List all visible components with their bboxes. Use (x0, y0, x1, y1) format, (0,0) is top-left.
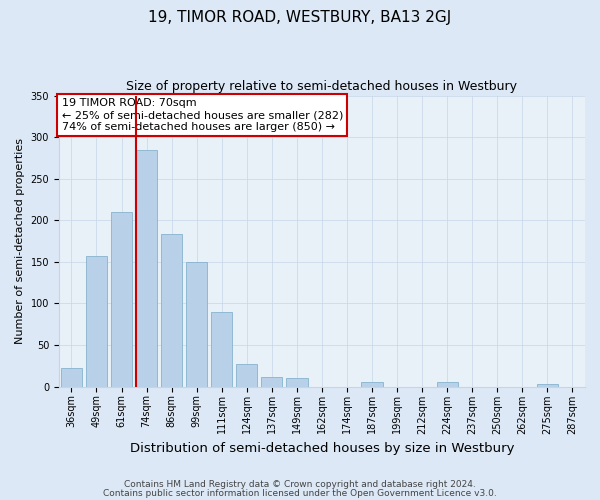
Bar (261, 378, 283, 386)
Bar (437, 382, 458, 386)
Bar (236, 364, 257, 386)
Bar (286, 378, 308, 386)
Title: Size of property relative to semi-detached houses in Westbury: Size of property relative to semi-detach… (127, 80, 517, 93)
Text: 19 TIMOR ROAD: 70sqm
← 25% of semi-detached houses are smaller (282)
74% of semi: 19 TIMOR ROAD: 70sqm ← 25% of semi-detac… (62, 98, 343, 132)
Bar (111, 212, 132, 386)
Text: Contains public sector information licensed under the Open Government Licence v3: Contains public sector information licen… (103, 490, 497, 498)
Y-axis label: Number of semi-detached properties: Number of semi-detached properties (15, 138, 25, 344)
Bar (136, 150, 157, 386)
Bar (186, 262, 208, 386)
Bar (86, 256, 107, 386)
Bar (211, 312, 232, 386)
Bar (61, 368, 82, 386)
Text: Contains HM Land Registry data © Crown copyright and database right 2024.: Contains HM Land Registry data © Crown c… (124, 480, 476, 489)
Bar (537, 384, 558, 386)
Text: 19, TIMOR ROAD, WESTBURY, BA13 2GJ: 19, TIMOR ROAD, WESTBURY, BA13 2GJ (148, 10, 452, 25)
Bar (361, 382, 383, 386)
X-axis label: Distribution of semi-detached houses by size in Westbury: Distribution of semi-detached houses by … (130, 442, 514, 455)
Bar (161, 234, 182, 386)
